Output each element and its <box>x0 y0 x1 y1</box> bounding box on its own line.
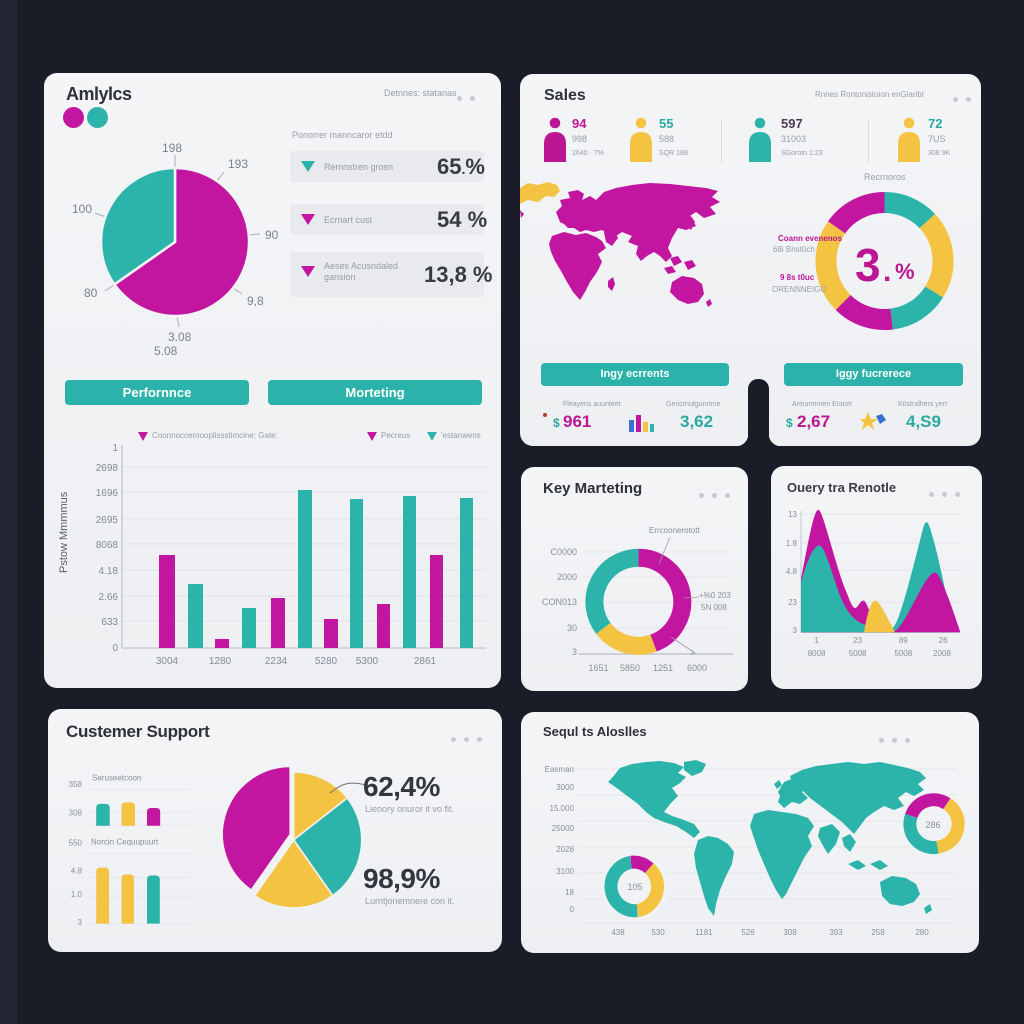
svg-text:530: 530 <box>651 928 665 937</box>
svg-text:438: 438 <box>611 928 625 937</box>
svg-text:Easman: Easman <box>545 765 574 774</box>
svg-text:6000: 6000 <box>687 663 707 673</box>
svg-text:3: 3 <box>572 647 577 657</box>
svg-text:1251: 1251 <box>653 663 673 673</box>
svg-text:5280: 5280 <box>315 656 338 667</box>
svg-text:5850: 5850 <box>620 663 640 673</box>
svg-text:3100: 3100 <box>556 867 574 876</box>
svg-text:89: 89 <box>899 636 908 645</box>
svg-text:Seruseetcoon: Seruseetcoon <box>92 774 141 783</box>
svg-text:1280: 1280 <box>209 656 232 667</box>
svg-text:2008: 2008 <box>933 649 951 658</box>
svg-text:3.08: 3.08 <box>168 330 192 344</box>
svg-text:13: 13 <box>788 510 797 519</box>
svg-text:550: 550 <box>69 839 83 848</box>
svg-text:4.18: 4.18 <box>99 566 119 577</box>
svg-text:18: 18 <box>565 888 574 897</box>
svg-text:1.0: 1.0 <box>71 890 83 899</box>
svg-text:0: 0 <box>112 643 118 654</box>
svg-text:1: 1 <box>112 443 118 454</box>
svg-text:198: 198 <box>162 141 182 155</box>
svg-text:633: 633 <box>101 617 118 628</box>
svg-text:Norcin Cequupuurt: Norcin Cequupuurt <box>91 838 159 847</box>
svg-text:308: 308 <box>783 928 797 937</box>
svg-text:23: 23 <box>788 598 797 607</box>
svg-text:1696: 1696 <box>96 488 119 499</box>
svg-text:193: 193 <box>228 157 248 171</box>
svg-text:258: 258 <box>871 928 885 937</box>
svg-text:2861: 2861 <box>414 656 437 667</box>
svg-text:2234: 2234 <box>265 656 288 667</box>
svg-text:2000: 2000 <box>557 572 577 582</box>
svg-text:5.08: 5.08 <box>154 344 178 358</box>
svg-text:4.8: 4.8 <box>71 867 83 876</box>
svg-text:5N 008: 5N 008 <box>701 603 727 612</box>
svg-text:2698: 2698 <box>96 463 119 474</box>
svg-text:8068: 8068 <box>96 540 119 551</box>
svg-text:3: 3 <box>793 626 798 635</box>
svg-text:26: 26 <box>939 636 948 645</box>
svg-text:308: 308 <box>69 809 83 818</box>
svg-text:30: 30 <box>567 623 577 633</box>
svg-text:0: 0 <box>570 905 575 914</box>
svg-text:C0000: C0000 <box>550 547 577 557</box>
svg-text:23: 23 <box>853 636 862 645</box>
svg-text:Errcoonerotott: Errcoonerotott <box>649 527 700 535</box>
svg-text:5300: 5300 <box>356 656 379 667</box>
svg-text:2.66: 2.66 <box>99 592 119 603</box>
svg-text:100: 100 <box>72 202 92 216</box>
svg-text:1.8: 1.8 <box>786 539 798 548</box>
svg-text:CON013: CON013 <box>542 597 577 607</box>
svg-text:1181: 1181 <box>695 928 713 937</box>
svg-text:1651: 1651 <box>588 663 608 673</box>
svg-text:%: % <box>895 259 915 284</box>
svg-text:280: 280 <box>915 928 929 937</box>
svg-text:3004: 3004 <box>156 656 179 667</box>
svg-text:5008: 5008 <box>849 649 867 658</box>
svg-text:25000: 25000 <box>552 824 575 833</box>
svg-text:.: . <box>883 255 891 288</box>
svg-text:1: 1 <box>814 636 819 645</box>
svg-text:393: 393 <box>829 928 843 937</box>
svg-text:3: 3 <box>855 239 881 291</box>
svg-text:2028: 2028 <box>556 845 574 854</box>
svg-text:2695: 2695 <box>96 515 119 526</box>
svg-text:358: 358 <box>69 780 83 789</box>
svg-text:286: 286 <box>925 820 940 830</box>
svg-text:3000: 3000 <box>556 783 574 792</box>
svg-text:526: 526 <box>741 928 755 937</box>
svg-text:105: 105 <box>627 882 642 892</box>
svg-text:90: 90 <box>265 228 279 242</box>
svg-text:9,8: 9,8 <box>247 294 264 308</box>
svg-text:3: 3 <box>78 918 83 927</box>
svg-text:15.000: 15.000 <box>550 804 575 813</box>
svg-text:80: 80 <box>84 286 98 300</box>
svg-text:8008: 8008 <box>808 649 826 658</box>
svg-text:5008: 5008 <box>894 649 912 658</box>
svg-text:4.8: 4.8 <box>786 567 798 576</box>
svg-text:+%0 203: +%0 203 <box>699 591 731 600</box>
